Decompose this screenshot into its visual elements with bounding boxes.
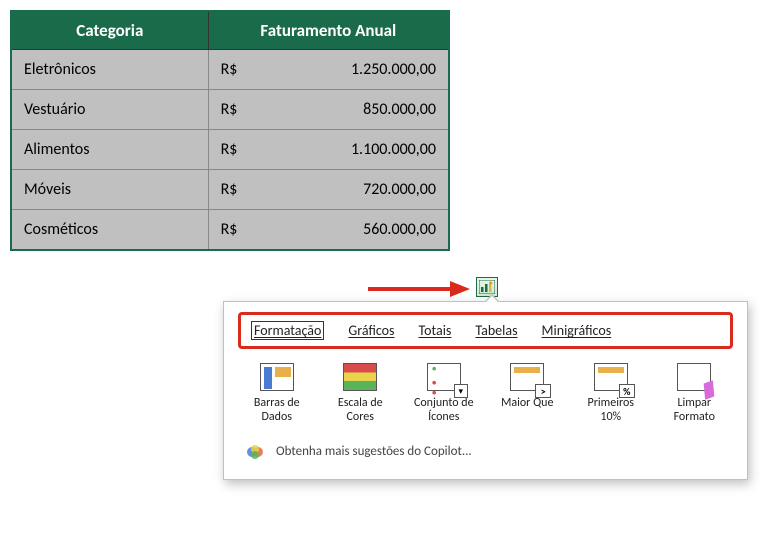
option-color-scale[interactable]: Escala de Cores bbox=[326, 363, 396, 425]
option-data-bars[interactable]: Barras de Dados bbox=[242, 363, 312, 425]
cell-amount[interactable]: R$720.000,00 bbox=[208, 170, 449, 210]
copilot-icon bbox=[246, 443, 264, 461]
cell-amount[interactable]: R$1.250.000,00 bbox=[208, 50, 449, 90]
table-row[interactable]: Vestuário R$850.000,00 bbox=[11, 90, 449, 130]
cell-category[interactable]: Móveis bbox=[11, 170, 208, 210]
table-row[interactable]: Alimentos R$1.100.000,00 bbox=[11, 130, 449, 170]
top-10-icon: % bbox=[594, 363, 628, 391]
revenue-table[interactable]: Categoria Faturamento Anual Eletrônicos … bbox=[10, 10, 450, 251]
quick-analysis-icon bbox=[479, 280, 495, 294]
cell-category[interactable]: Vestuário bbox=[11, 90, 208, 130]
quick-analysis-popup: Formatação Gráficos Totais Tabelas Minig… bbox=[223, 301, 748, 480]
tab-minigraficos[interactable]: Minigráficos bbox=[542, 322, 612, 339]
copilot-suggestions-link[interactable]: Obtenha mais sugestões do Copilot... bbox=[238, 439, 733, 465]
icon-set-icon: ▾ bbox=[427, 363, 461, 391]
option-greater-than[interactable]: > Maior Que bbox=[493, 363, 563, 425]
greater-than-icon: > bbox=[510, 363, 544, 391]
table-row[interactable]: Móveis R$720.000,00 bbox=[11, 170, 449, 210]
table-row[interactable]: Cosméticos R$560.000,00 bbox=[11, 210, 449, 251]
col-header-categoria[interactable]: Categoria bbox=[11, 11, 208, 50]
tab-formatacao[interactable]: Formatação bbox=[251, 321, 324, 340]
option-clear-format[interactable]: Limpar Formato bbox=[660, 363, 730, 425]
annotation-arrow-icon bbox=[366, 280, 470, 298]
cell-category[interactable]: Eletrônicos bbox=[11, 50, 208, 90]
cell-amount[interactable]: R$850.000,00 bbox=[208, 90, 449, 130]
copilot-text: Obtenha mais sugestões do Copilot... bbox=[276, 444, 472, 459]
quick-analysis-tabs: Formatação Gráficos Totais Tabelas Minig… bbox=[238, 312, 733, 349]
cell-category[interactable]: Cosméticos bbox=[11, 210, 208, 251]
option-top-10[interactable]: % Primeiros 10% bbox=[576, 363, 646, 425]
cell-amount[interactable]: R$560.000,00 bbox=[208, 210, 449, 251]
cell-amount[interactable]: R$1.100.000,00 bbox=[208, 130, 449, 170]
color-scale-icon bbox=[343, 363, 377, 391]
tab-totais[interactable]: Totais bbox=[419, 322, 452, 339]
tab-tabelas[interactable]: Tabelas bbox=[475, 322, 517, 339]
col-header-faturamento[interactable]: Faturamento Anual bbox=[208, 11, 449, 50]
formatting-options: Barras de Dados Escala de Cores ▾ Conjun… bbox=[238, 363, 733, 425]
clear-format-icon bbox=[677, 363, 711, 391]
table-row[interactable]: Eletrônicos R$1.250.000,00 bbox=[11, 50, 449, 90]
data-bars-icon bbox=[260, 363, 294, 391]
tab-graficos[interactable]: Gráficos bbox=[348, 322, 394, 339]
cell-category[interactable]: Alimentos bbox=[11, 130, 208, 170]
option-icon-set[interactable]: ▾ Conjunto de Ícones bbox=[409, 363, 479, 425]
